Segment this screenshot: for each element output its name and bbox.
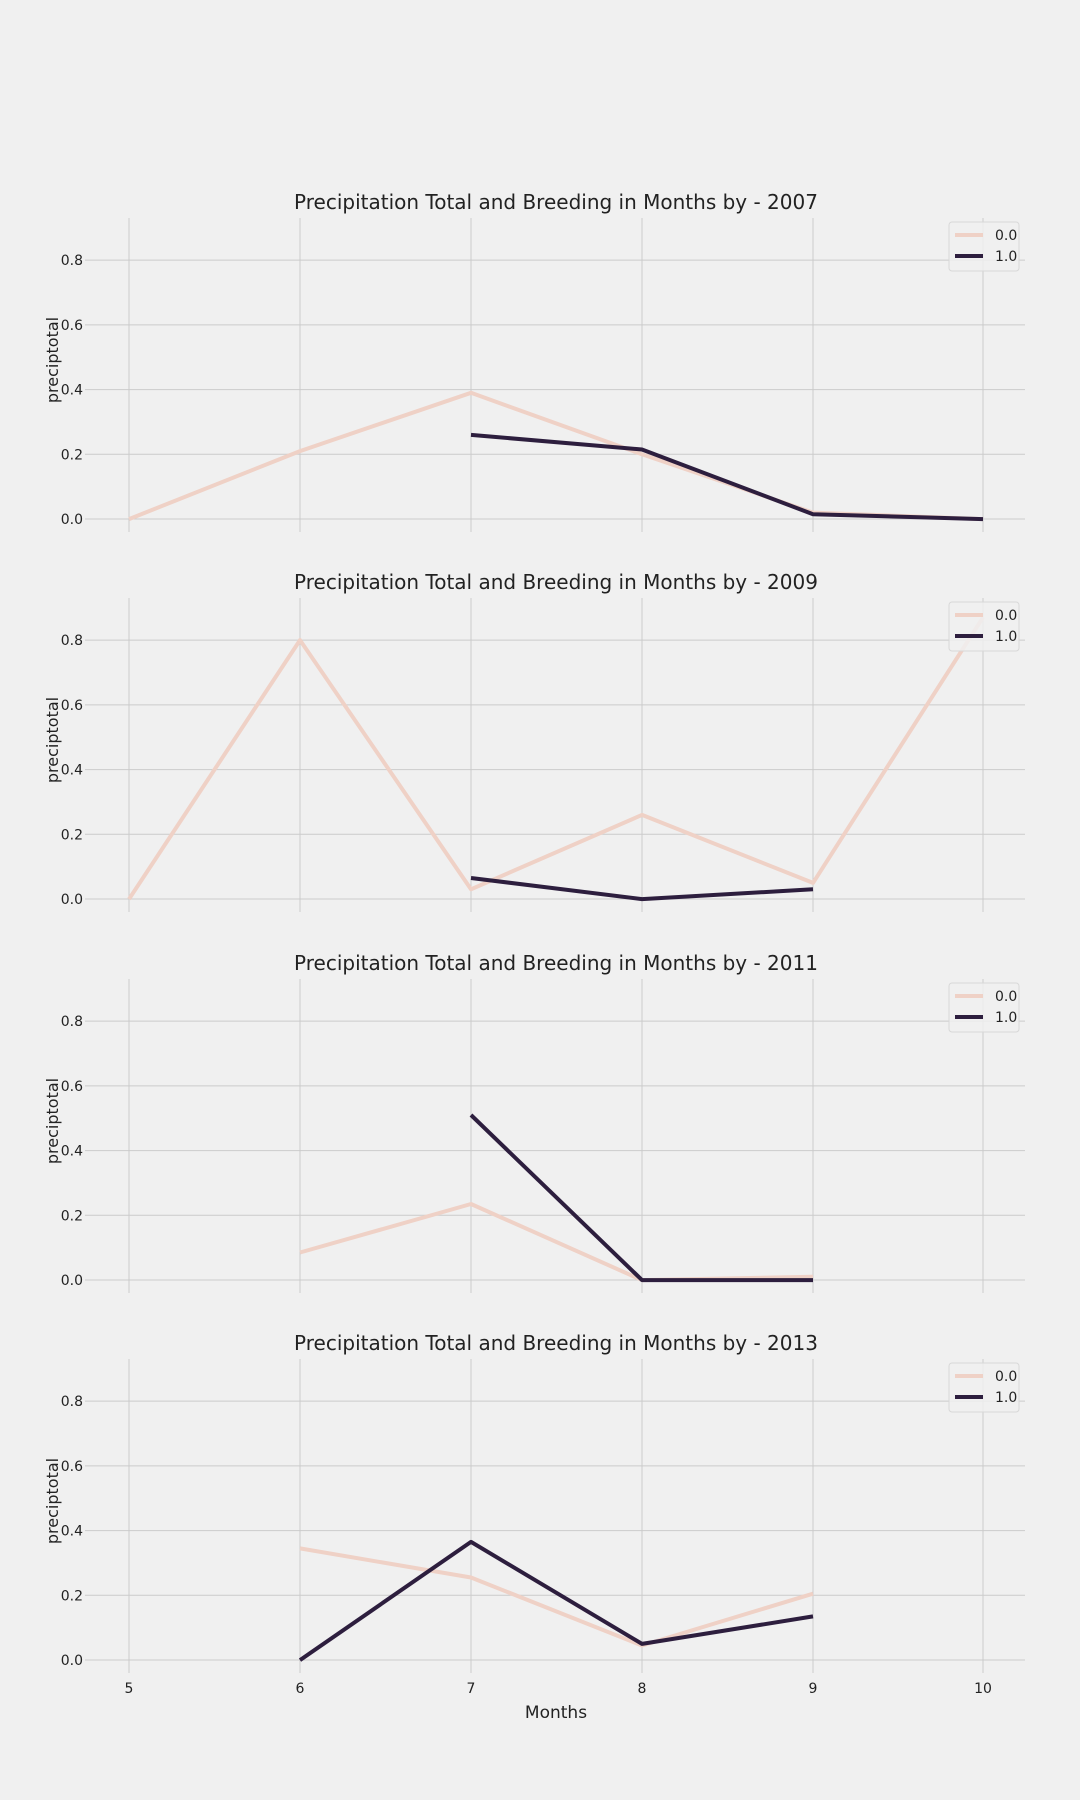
y-tick-label: 0.4 <box>61 1144 83 1160</box>
y-tick-label: 0.6 <box>61 1459 83 1475</box>
legend: 0.01.0 <box>948 1362 1020 1413</box>
y-tick-label: 0.6 <box>61 318 83 334</box>
legend-label: 0.0 <box>995 608 1017 624</box>
y-tick-label: 0.4 <box>61 1524 83 1540</box>
legend-label: 1.0 <box>995 249 1017 265</box>
legend-label: 1.0 <box>995 1010 1017 1026</box>
subplot-title: Precipitation Total and Breeding in Mont… <box>294 570 818 594</box>
legend: 0.01.0 <box>948 601 1020 652</box>
subplot-1: 0.0 0.2 0.4 0.6 0.8 Precipitation Total and B… <box>43 190 1025 532</box>
y-tick-label: 0.8 <box>61 1394 83 1410</box>
series-line-1-0 <box>470 432 984 522</box>
y-tick-label: 0.0 <box>61 512 83 528</box>
series-line-1-0 <box>298 1539 814 1662</box>
series-line-0-0 <box>299 1546 814 1648</box>
y-axis-label: preciptotal <box>43 317 62 403</box>
y-tick-label: 0.6 <box>61 698 83 714</box>
legend: 0.01.0 <box>948 982 1020 1033</box>
subplot-title: Precipitation Total and Breeding in Mont… <box>294 951 818 975</box>
x-tick-label: 5 <box>125 1681 134 1697</box>
y-tick-label: 0.0 <box>61 1273 83 1289</box>
y-tick-label: 0.2 <box>61 447 83 463</box>
x-tick-label: 7 <box>467 1681 476 1697</box>
x-tick-label: 10 <box>974 1681 992 1697</box>
series-line-0-0 <box>128 390 984 522</box>
y-axis-label: preciptotal <box>43 697 62 783</box>
y-tick-label: 0.2 <box>61 1208 83 1224</box>
x-tick-label: 6 <box>296 1681 305 1697</box>
subplot-4: 0.0 0.2 0.4 0.6 0.8 Precipitation Total and B… <box>43 1331 1025 1723</box>
y-tick-label: 0.4 <box>61 383 83 399</box>
y-axis-label: preciptotal <box>43 1458 62 1544</box>
series-line-1-0 <box>470 876 814 902</box>
y-tick-label: 0.4 <box>61 763 83 779</box>
series-line-1-0 <box>469 1113 813 1283</box>
subplot-title: Precipitation Total and Breeding in Mont… <box>294 1331 818 1355</box>
subplot-title: Precipitation Total and Breeding in Mont… <box>294 190 818 214</box>
legend-label: 0.0 <box>995 989 1017 1005</box>
x-tick-label: 9 <box>809 1681 818 1697</box>
y-tick-label: 0.8 <box>61 253 83 269</box>
series-line-0-0 <box>127 616 985 901</box>
legend-label: 0.0 <box>995 228 1017 244</box>
y-tick-label: 0.0 <box>61 892 83 908</box>
y-tick-label: 0.2 <box>61 827 83 843</box>
legend-label: 0.0 <box>995 1369 1017 1385</box>
y-tick-label: 0.8 <box>61 633 83 649</box>
legend: 0.01.0 <box>948 221 1020 272</box>
x-axis-label: Months <box>525 1703 587 1723</box>
subplot-2: 0.0 0.2 0.4 0.6 0.8 Precipitation Total and B… <box>43 570 1025 912</box>
y-tick-label: 0.0 <box>61 1653 83 1669</box>
legend-label: 1.0 <box>995 1390 1017 1406</box>
legend-label: 1.0 <box>995 629 1017 645</box>
y-tick-label: 0.2 <box>61 1588 83 1604</box>
x-tick-label: 8 <box>638 1681 647 1697</box>
y-tick-label: 0.6 <box>61 1079 83 1095</box>
subplot-3: 0.0 0.2 0.4 0.6 0.8 Precipitation Total and B… <box>43 951 1025 1293</box>
y-axis-label: preciptotal <box>43 1078 62 1164</box>
y-tick-label: 0.8 <box>61 1014 83 1030</box>
